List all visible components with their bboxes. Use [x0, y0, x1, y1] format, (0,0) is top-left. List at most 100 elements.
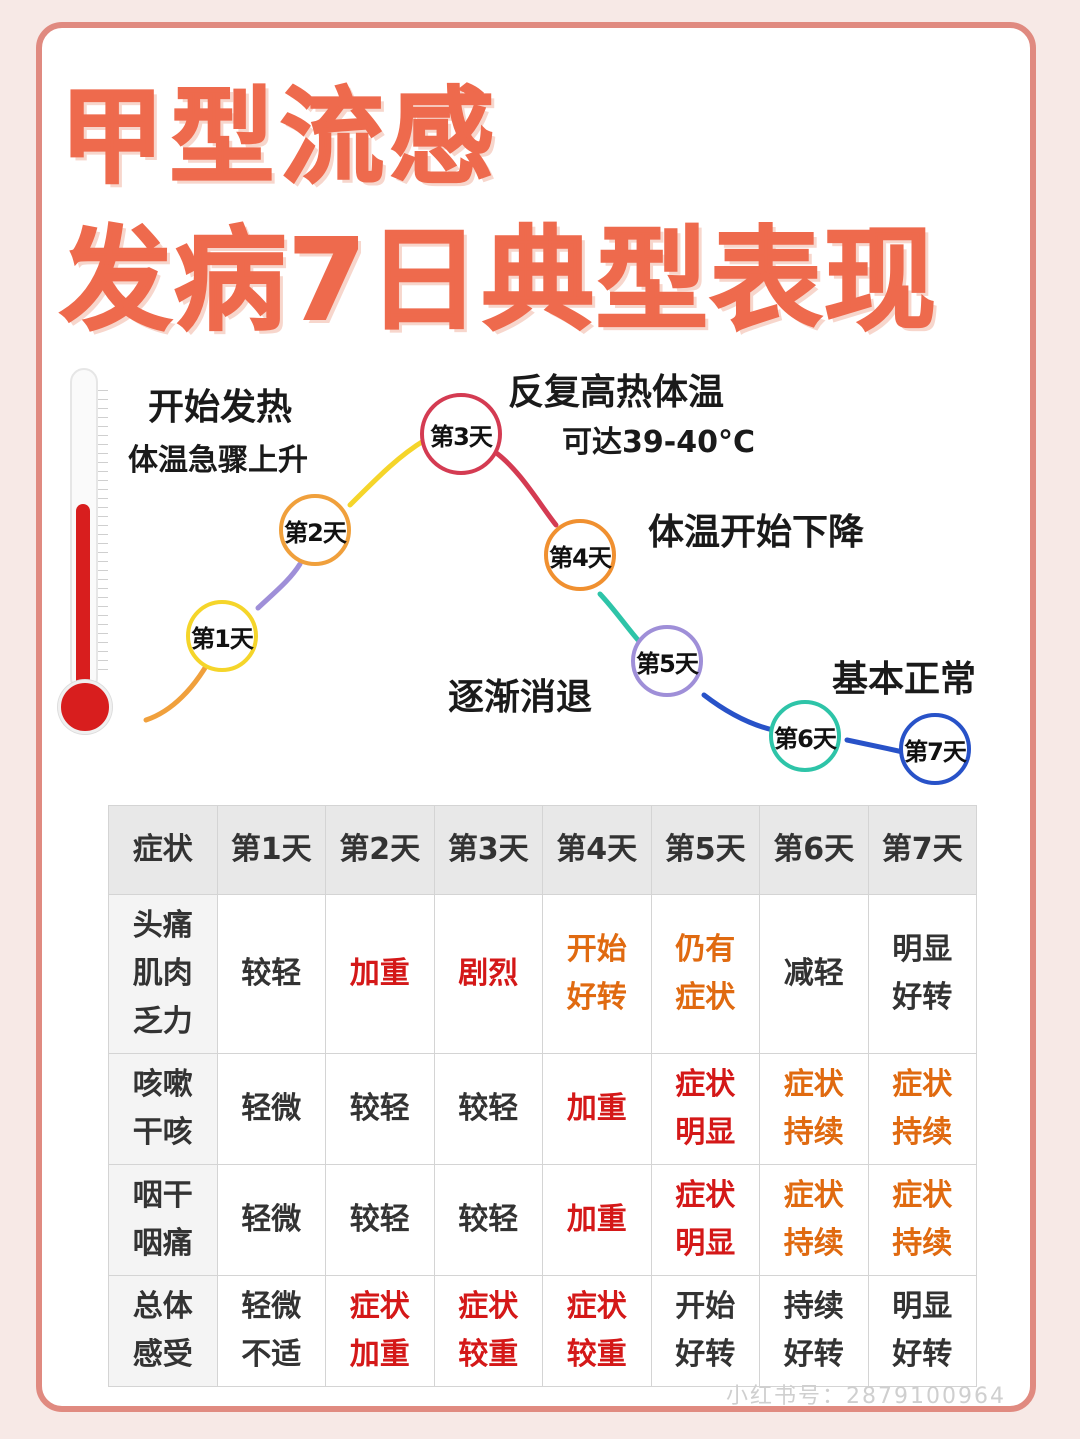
- symptom-value: 症状 持续: [892, 1067, 953, 1150]
- symptom-value: 持续 好转: [783, 1289, 844, 1372]
- day-1-marker: 第1天: [186, 600, 258, 672]
- symptom-value: 症状 明显: [675, 1178, 736, 1261]
- symptom-value: 症状 加重: [349, 1289, 410, 1372]
- symptom-cell-day-3: 较轻: [433, 1053, 543, 1165]
- curve-segment-3-4: [492, 449, 559, 528]
- symptom-cell-day-7: 明显 好转: [867, 894, 977, 1054]
- day-6-marker: 第6天: [769, 700, 841, 772]
- symptom-value: 较轻: [458, 1091, 519, 1126]
- day-3-marker: 第3天: [420, 393, 502, 475]
- symptom-cell-day-1: 较轻: [216, 894, 326, 1054]
- symptom-name-cell: 咳嗽 干咳: [108, 1053, 218, 1165]
- symptom-value: 症状 持续: [783, 1178, 844, 1261]
- symptom-cell-day-3: 剧烈: [433, 894, 543, 1054]
- annotation-temp-rising: 体温急骤上升: [128, 443, 308, 478]
- thermometer-icon: [56, 368, 112, 738]
- symptom-value: 仍有 症状: [675, 932, 736, 1015]
- symptom-name-cell: 总体 感受: [108, 1275, 218, 1387]
- curve-segment-5-6: [701, 692, 776, 733]
- symptom-name: 咳嗽 干咳: [132, 1067, 193, 1150]
- symptom-value: 开始 好转: [675, 1289, 736, 1372]
- curve-segment-6-7: [844, 737, 906, 755]
- symptom-name: 总体 感受: [132, 1289, 193, 1372]
- annotation-high-fever: 反复高热体温: [508, 372, 725, 413]
- symptom-cell-day-2: 症状 加重: [325, 1275, 435, 1387]
- symptom-value: 轻微: [241, 1091, 302, 1126]
- symptom-value: 加重: [566, 1091, 627, 1126]
- symptom-cell-day-6: 症状 持续: [759, 1053, 869, 1165]
- symptom-cell-day-7: 症状 持续: [867, 1053, 977, 1165]
- symptom-cell-day-5: 症状 明显: [650, 1164, 760, 1276]
- symptom-value: 较轻: [241, 956, 302, 991]
- symptom-name-cell: 咽干 咽痛: [108, 1164, 218, 1276]
- symptom-cell-day-1: 轻微: [216, 1164, 326, 1276]
- symptom-cell-day-2: 较轻: [325, 1164, 435, 1276]
- table-header-row: 症状 第1天 第2天 第3天 第4天 第5天 第6天 第7天: [108, 805, 977, 895]
- annotation-temp-dropping: 体温开始下降: [648, 512, 865, 553]
- annotation-start-fever: 开始发热: [148, 387, 293, 428]
- symptom-cell-day-1: 轻微 不适: [216, 1275, 326, 1387]
- symptom-value: 加重: [566, 1202, 627, 1237]
- symptom-value: 较轻: [349, 1091, 410, 1126]
- symptom-name: 头痛 肌肉 乏力: [132, 908, 193, 1039]
- symptom-value: 症状 明显: [675, 1067, 736, 1150]
- annotation-normal: 基本正常: [832, 659, 977, 700]
- symptom-cell-day-5: 症状 明显: [650, 1053, 760, 1165]
- symptom-value: 较轻: [458, 1202, 519, 1237]
- symptom-cell-day-3: 较轻: [433, 1164, 543, 1276]
- curve-segment-1-2: [255, 561, 303, 611]
- day-5-marker: 第5天: [631, 625, 703, 697]
- symptom-value: 减轻: [783, 956, 844, 991]
- curve-segment-4-5: [597, 591, 641, 643]
- day-7-marker: 第7天: [899, 713, 971, 785]
- symptom-cell-day-3: 症状 较重: [433, 1275, 543, 1387]
- symptom-value: 轻微: [241, 1202, 302, 1237]
- table-row: 总体 感受 轻微 不适 症状 加重 症状 较重 症状 较重 开始 好转 持续 好转 明显 好转: [108, 1275, 977, 1387]
- watermark: 小红书号：2879100964: [726, 1384, 1006, 1409]
- header-day-5: 第5天: [650, 805, 760, 895]
- symptom-value: 明显 好转: [892, 1289, 953, 1372]
- annotation-high-fever-value: 可达39-40°C: [562, 425, 755, 460]
- symptom-cell-day-6: 症状 持续: [759, 1164, 869, 1276]
- symptom-value: 症状 较重: [566, 1289, 627, 1372]
- day-2-marker: 第2天: [279, 494, 351, 566]
- symptom-value: 加重: [349, 956, 410, 991]
- symptom-table: 症状 第1天 第2天 第3天 第4天 第5天 第6天 第7天 头痛 肌肉 乏力较…: [108, 805, 977, 1387]
- symptom-value: 轻微 不适: [241, 1289, 302, 1372]
- symptom-cell-day-5: 仍有 症状: [650, 894, 760, 1054]
- symptom-value: 较轻: [349, 1202, 410, 1237]
- header-day-4: 第4天: [542, 805, 652, 895]
- symptom-name: 咽干 咽痛: [132, 1178, 193, 1261]
- header-day-1: 第1天: [216, 805, 326, 895]
- symptom-value: 剧烈: [458, 956, 519, 991]
- symptom-cell-day-4: 加重: [542, 1053, 652, 1165]
- header-day-3: 第3天: [433, 805, 543, 895]
- symptom-cell-day-6: 持续 好转: [759, 1275, 869, 1387]
- day-4-marker: 第4天: [544, 519, 616, 591]
- header-day-7: 第7天: [867, 805, 977, 895]
- symptom-cell-day-4: 开始 好转: [542, 894, 652, 1054]
- annotation-fading: 逐渐消退: [448, 677, 593, 718]
- symptom-cell-day-5: 开始 好转: [650, 1275, 760, 1387]
- symptom-cell-day-2: 加重: [325, 894, 435, 1054]
- symptom-value: 明显 好转: [892, 932, 953, 1015]
- symptom-cell-day-2: 较轻: [325, 1053, 435, 1165]
- symptom-cell-day-7: 症状 持续: [867, 1164, 977, 1276]
- table-row: 咳嗽 干咳 轻微 较轻 较轻 加重 症状 明显 症状 持续 症状 持续: [108, 1053, 977, 1165]
- symptom-cell-day-4: 加重: [542, 1164, 652, 1276]
- table-row: 头痛 肌肉 乏力 较轻 加重 剧烈 开始 好转 仍有 症状 减轻 明显 好转: [108, 894, 977, 1054]
- symptom-cell-day-1: 轻微: [216, 1053, 326, 1165]
- symptom-value: 症状 较重: [458, 1289, 519, 1372]
- title-line-1: 甲型流感: [59, 75, 501, 199]
- symptom-cell-day-7: 明显 好转: [867, 1275, 977, 1387]
- symptom-cell-day-6: 减轻: [759, 894, 869, 1054]
- header-day-2: 第2天: [325, 805, 435, 895]
- symptom-cell-day-4: 症状 较重: [542, 1275, 652, 1387]
- symptom-value: 症状 持续: [892, 1178, 953, 1261]
- curve-segment-2-3: [347, 437, 428, 508]
- table-row: 咽干 咽痛 轻微 较轻 较轻 加重 症状 明显 症状 持续 症状 持续: [108, 1164, 977, 1276]
- symptom-value: 开始 好转: [566, 932, 627, 1015]
- header-day-6: 第6天: [759, 805, 869, 895]
- title-line-2: 发病7日典型表现: [59, 215, 938, 347]
- symptom-name-cell: 头痛 肌肉 乏力: [108, 894, 218, 1054]
